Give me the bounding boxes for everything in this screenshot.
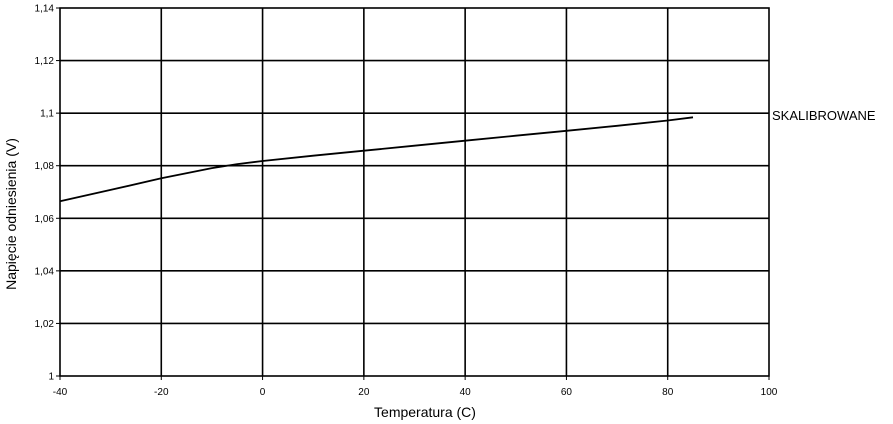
plot-border bbox=[59, 7, 770, 377]
x-axis-title: Temperatura (C) bbox=[374, 404, 476, 420]
x-tick-label: 60 bbox=[561, 387, 573, 398]
series-line bbox=[59, 116, 694, 203]
y-tick-label: 1,04 bbox=[35, 266, 55, 277]
x-axis-tick-labels: -40 -20 0 20 40 60 80 100 bbox=[53, 387, 778, 398]
y-tick-label: 1,06 bbox=[35, 214, 55, 225]
y-tick-label: 1,02 bbox=[35, 319, 55, 330]
x-tick-label: 80 bbox=[662, 387, 674, 398]
y-axis-tick-labels: 1 1,02 1,04 1,06 1,08 1,1 1,12 1,14 bbox=[35, 4, 55, 383]
y-axis-title: Napięcie odniesienia (V) bbox=[3, 138, 19, 290]
y-tick-label: 1 bbox=[48, 372, 54, 383]
series-label: SKALIBROWANE bbox=[772, 108, 876, 123]
grid-lines bbox=[60, 8, 769, 376]
series-layer: SKALIBROWANE bbox=[59, 108, 876, 203]
x-tick-label: -40 bbox=[53, 387, 68, 398]
x-tick-label: -20 bbox=[154, 387, 169, 398]
y-tick-label: 1,1 bbox=[40, 109, 54, 120]
x-tick-label: 40 bbox=[460, 387, 472, 398]
x-tick-label: 100 bbox=[761, 387, 778, 398]
y-tick-label: 1,12 bbox=[35, 56, 55, 67]
y-tick-label: 1,08 bbox=[35, 161, 55, 172]
x-tick-label: 0 bbox=[260, 387, 266, 398]
x-tick-label: 20 bbox=[358, 387, 370, 398]
plot-frame bbox=[56, 7, 770, 380]
y-tick-label: 1,14 bbox=[35, 4, 55, 15]
